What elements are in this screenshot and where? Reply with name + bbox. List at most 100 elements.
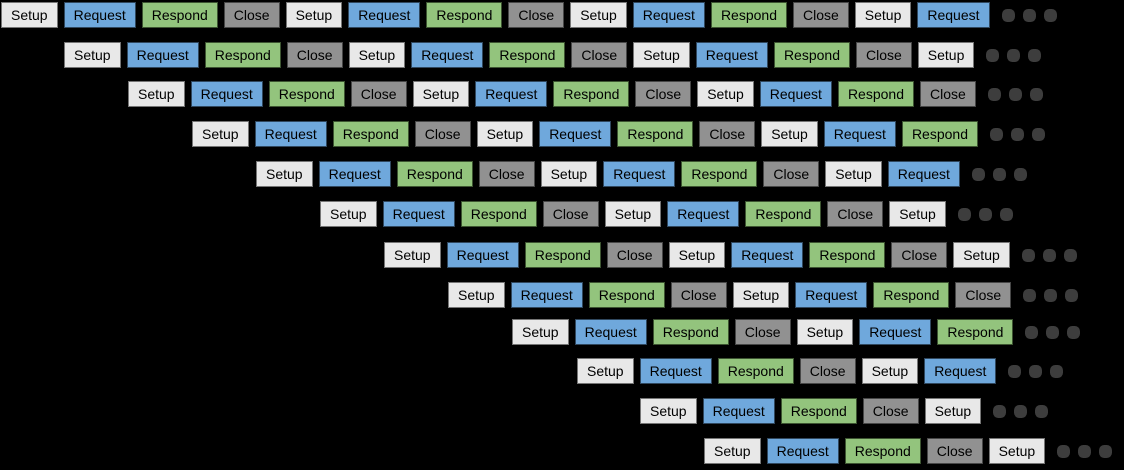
phase-box-request: Request [318,161,391,187]
ellipsis-dot [1063,248,1077,262]
phase-box-close: Close [286,42,343,68]
phase-box-respond: Respond [524,242,601,268]
ellipsis-dot [957,207,971,221]
ellipsis-dot [971,167,985,181]
connection-row: Setup Request Respond Close Setup [640,398,1049,424]
ellipsis-dot [1078,444,1092,458]
phase-box-respond: Respond [710,2,787,28]
phase-box-setup: Setup [633,42,690,68]
phase-box-respond: Respond [773,42,850,68]
ellipsis-dot [1067,325,1081,339]
phase-box-respond: Respond [617,121,694,147]
ellipsis-dot [1008,87,1022,101]
ellipsis-dot [989,127,1003,141]
phase-box-close: Close [799,358,856,384]
ellipsis-dot [1029,364,1043,378]
phase-box-request: Request [887,161,960,187]
connection-row: Setup Request Respond Close Setup Request Resp… [512,319,1081,345]
phase-box-request: Request [446,242,519,268]
phase-box-respond: Respond [681,161,758,187]
phase-box-setup: Setup [854,2,912,28]
ellipsis-dot [1029,87,1043,101]
phase-box-close: Close [223,2,280,28]
ellipsis-dot [1035,404,1049,418]
phase-box-respond: Respond [717,358,794,384]
ellipsis-dot [1014,404,1028,418]
phase-box-request: Request [382,201,455,227]
phase-box-close: Close [571,42,628,68]
phase-box-request: Request [348,2,421,28]
continuation-ellipsis [986,48,1042,62]
phase-box-setup: Setup [761,121,818,147]
phase-box-close: Close [955,282,1012,308]
phase-box-setup: Setup [128,81,185,107]
phase-box-respond: Respond [553,81,630,107]
ellipsis-dot [1044,288,1058,302]
ellipsis-dot [1010,127,1024,141]
phase-box-setup: Setup [512,319,569,345]
phase-box-close: Close [350,81,407,107]
phase-box-setup: Setup [704,438,761,464]
phase-box-close: Close [734,319,791,345]
phase-box-setup: Setup [640,398,697,424]
phase-box-respond: Respond [141,2,218,28]
continuation-ellipsis [1025,325,1081,339]
phase-box-close: Close [414,121,471,147]
ellipsis-dot [1001,8,1015,22]
ellipsis-dot [1028,48,1042,62]
continuation-ellipsis [971,167,1027,181]
phase-box-respond: Respond [268,81,345,107]
continuation-ellipsis [987,87,1043,101]
phase-box-setup: Setup [697,81,754,107]
continuation-ellipsis [1023,288,1079,302]
connection-row: Setup Request Respond Close Setup Request [577,358,1064,384]
phase-box-setup: Setup [476,121,534,147]
ellipsis-dot [1007,48,1021,62]
phase-box-close: Close [855,42,912,68]
phase-box-request: Request [795,282,868,308]
phase-box-setup: Setup [64,42,121,68]
phase-box-request: Request [823,121,896,147]
phase-box-respond: Respond [332,121,409,147]
phase-box-close: Close [792,2,849,28]
connection-row: Setup Request Respond Close Setup Request Resp… [192,121,1045,147]
phase-box-request: Request [126,42,199,68]
continuation-ellipsis [1057,444,1113,458]
connection-row: Setup Request Respond Close Setup Request Resp… [1,2,1057,28]
ellipsis-dot [1022,8,1036,22]
phase-box-request: Request [924,358,997,384]
phase-box-close: Close [891,242,948,268]
ellipsis-dot [993,404,1007,418]
phase-box-setup: Setup [256,161,313,187]
ellipsis-dot [1057,444,1071,458]
connection-row: Setup Request Respond Close Setup Request Resp… [384,242,1077,268]
phase-box-respond: Respond [837,81,914,107]
ellipsis-dot [1042,248,1056,262]
phase-box-request: Request [475,81,548,107]
ellipsis-dot [1043,8,1057,22]
phase-box-respond: Respond [745,201,822,227]
continuation-ellipsis [1008,364,1064,378]
phase-box-setup: Setup [732,282,790,308]
phase-box-request: Request [411,42,484,68]
phase-box-setup: Setup [285,2,343,28]
phase-box-setup: Setup [348,42,406,68]
phase-box-setup: Setup [412,81,470,107]
phase-box-respond: Respond [204,42,281,68]
phase-box-respond: Respond [809,242,886,268]
connection-row: Setup Request Respond Close Setup Request Resp… [128,81,1043,107]
phase-box-request: Request [574,319,647,345]
phase-box-request: Request [603,161,676,187]
phase-box-request: Request [766,438,839,464]
phase-box-respond: Respond [901,121,978,147]
phase-box-respond: Respond [588,282,665,308]
phase-box-setup: Setup [448,282,505,308]
phase-box-setup: Setup [604,201,662,227]
phase-box-setup: Setup [924,398,982,424]
phase-box-setup: Setup [540,161,598,187]
continuation-ellipsis [989,127,1045,141]
phase-box-request: Request [702,398,775,424]
ellipsis-dot [1023,288,1037,302]
phase-box-setup: Setup [384,242,441,268]
phase-box-setup: Setup [570,2,627,28]
